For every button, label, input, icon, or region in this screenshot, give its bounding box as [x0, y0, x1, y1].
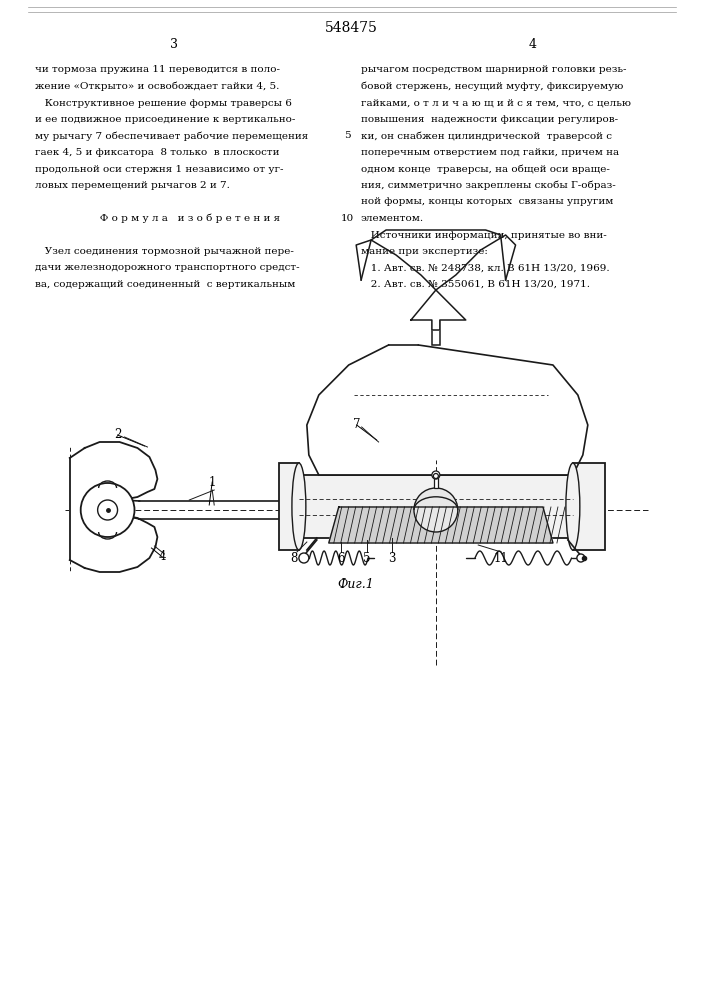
Text: 4: 4: [529, 37, 537, 50]
Text: одном конце  траверсы, на общей оси враще-: одном конце траверсы, на общей оси враще…: [361, 164, 609, 174]
Text: 3: 3: [388, 552, 395, 564]
Text: ной формы, концы которых  связаны упругим: ной формы, концы которых связаны упругим: [361, 198, 613, 207]
Text: Источники информации, принятые во вни-: Источники информации, принятые во вни-: [361, 231, 607, 239]
Text: му рычагу 7 обеспечивает рабочие перемещения: му рычагу 7 обеспечивает рабочие перемещ…: [35, 131, 308, 141]
Text: 4: 4: [158, 550, 166, 564]
Ellipse shape: [566, 463, 580, 550]
Bar: [279, 463, 299, 550]
Text: 6: 6: [337, 552, 344, 564]
Text: 2: 2: [114, 428, 121, 442]
Text: 1. Авт. св. № 248738, кл. В 61Н 13/20, 1969.: 1. Авт. св. № 248738, кл. В 61Н 13/20, 1…: [361, 263, 609, 272]
Text: 3: 3: [170, 37, 178, 50]
Text: Конструктивное решение формы траверсы 6: Конструктивное решение формы траверсы 6: [35, 99, 292, 107]
Bar: [434, 478, 438, 488]
Circle shape: [81, 483, 134, 537]
Text: ловых перемещений рычагов 2 и 7.: ловых перемещений рычагов 2 и 7.: [35, 181, 230, 190]
Circle shape: [433, 474, 438, 479]
Text: 548475: 548475: [325, 21, 378, 35]
Text: 7: 7: [353, 418, 361, 432]
Text: поперечным отверстием под гайки, причем на: поперечным отверстием под гайки, причем …: [361, 148, 619, 157]
Text: 2. Авт. св. № 355061, В 61Н 13/20, 1971.: 2. Авт. св. № 355061, В 61Н 13/20, 1971.: [361, 280, 590, 289]
Text: и ее подвижное присоединение к вертикально-: и ее подвижное присоединение к вертикаль…: [35, 115, 296, 124]
Text: 5: 5: [344, 131, 351, 140]
Text: рычагом посредством шарнирной головки резь-: рычагом посредством шарнирной головки ре…: [361, 66, 626, 75]
Circle shape: [414, 488, 458, 532]
Ellipse shape: [292, 463, 306, 550]
Text: гаек 4, 5 и фиксатора  8 только  в плоскости: гаек 4, 5 и фиксатора 8 только в плоскос…: [35, 148, 279, 157]
Polygon shape: [411, 290, 466, 330]
Text: ва, содержащий соединенный  с вертикальным: ва, содержащий соединенный с вертикальны…: [35, 280, 296, 289]
Circle shape: [577, 554, 585, 562]
Bar: [299, 475, 573, 538]
Text: повышения  надежности фиксации регулиров-: повышения надежности фиксации регулиров-: [361, 115, 618, 124]
Text: продольной оси стержня 1 независимо от уг-: продольной оси стержня 1 независимо от у…: [35, 164, 284, 174]
Text: Фиг.1: Фиг.1: [337, 578, 374, 591]
Text: 1: 1: [209, 476, 216, 488]
Bar: [573, 463, 604, 550]
Circle shape: [98, 500, 117, 520]
Text: 5: 5: [363, 552, 370, 564]
Text: 11: 11: [493, 552, 508, 564]
Text: Ф о р м у л а   и з о б р е т е н и я: Ф о р м у л а и з о б р е т е н и я: [90, 214, 280, 223]
Text: чи тормоза пружина 11 переводится в поло-: чи тормоза пружина 11 переводится в поло…: [35, 66, 280, 75]
Text: мание при экспертизе:: мание при экспертизе:: [361, 247, 488, 256]
Text: 8: 8: [290, 552, 298, 566]
Text: ния, симметрично закреплены скобы Г-образ-: ния, симметрично закреплены скобы Г-обра…: [361, 181, 615, 190]
Polygon shape: [70, 442, 158, 572]
Circle shape: [299, 553, 309, 563]
Text: элементом.: элементом.: [361, 214, 423, 223]
Text: ки, он снабжен цилиндрической  траверсой с: ки, он снабжен цилиндрической траверсой …: [361, 131, 612, 141]
Bar: [432, 320, 440, 345]
Text: Узел соединения тормозной рычажной пере-: Узел соединения тормозной рычажной пере-: [35, 247, 293, 256]
Text: гайками, о т л и ч а ю щ и й с я тем, что, с целью: гайками, о т л и ч а ю щ и й с я тем, чт…: [361, 99, 631, 107]
Text: 10: 10: [341, 214, 354, 223]
Polygon shape: [329, 507, 553, 543]
Text: дачи железнодорожного транспортного средст-: дачи железнодорожного транспортного сред…: [35, 263, 300, 272]
Text: жение «Открыто» и освобождает гайки 4, 5.: жение «Открыто» и освобождает гайки 4, 5…: [35, 82, 279, 91]
Circle shape: [432, 471, 440, 479]
Text: бовой стержень, несущий муфту, фиксируемую: бовой стержень, несущий муфту, фиксируем…: [361, 82, 623, 91]
